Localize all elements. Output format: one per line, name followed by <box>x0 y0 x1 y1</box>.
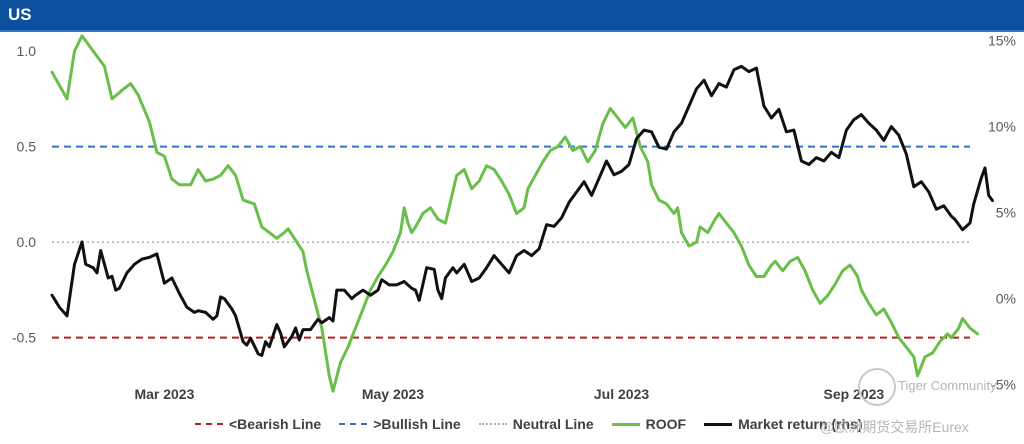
watermark-source: @欧洲期货交易所Eurex <box>820 419 969 435</box>
x-tick-label: Mar 2023 <box>134 386 194 402</box>
legend-neutral: Neutral Line <box>478 416 594 432</box>
legend-market-return: Market return (rhs) <box>704 416 863 432</box>
left-tick-label: -0.5 <box>12 330 36 346</box>
x-tick-label: Jul 2023 <box>594 386 649 402</box>
series-line-market-return <box>50 64 994 357</box>
left-tick-label: 0.5 <box>17 139 37 155</box>
left-axis-ticks: 1.0 0.5 0.0 -0.5 <box>12 43 36 346</box>
legend-roof: ROOF <box>611 416 687 432</box>
chart-header: US <box>0 0 1024 30</box>
legend-label-market-return: Market return (rhs) <box>738 416 863 432</box>
chart-title: US <box>8 5 32 24</box>
right-tick-label: 15% <box>988 33 1016 49</box>
legend-label-bearish: <Bearish Line <box>229 416 322 432</box>
series-lines <box>50 34 994 393</box>
right-axis-ticks: 15% 10% 5% 0% -5% <box>988 33 1016 393</box>
reference-lines <box>52 145 970 339</box>
legend-bearish: <Bearish Line <box>195 416 321 432</box>
right-tick-label: 5% <box>996 205 1016 221</box>
legend-label-neutral: Neutral Line <box>512 416 594 432</box>
right-tick-label: 10% <box>988 119 1016 135</box>
watermark-logo-icon <box>858 368 896 406</box>
right-tick-label: -5% <box>991 377 1016 393</box>
legend-swatch-roof <box>611 422 640 426</box>
legend-swatch-bearish <box>195 423 223 425</box>
x-tick-label: May 2023 <box>362 386 424 402</box>
legend-bullish: >Bullish Line <box>339 416 461 432</box>
legend-swatch-bullish <box>339 423 368 425</box>
series-line-roof <box>50 34 979 393</box>
watermark-community: Tiger Community <box>898 378 997 393</box>
left-tick-label: 0.0 <box>17 234 37 250</box>
legend-label-bullish: >Bullish Line <box>373 416 461 432</box>
right-tick-label: 0% <box>996 291 1016 307</box>
legend-swatch-market-return <box>704 422 733 426</box>
legend-label-roof: ROOF <box>645 416 687 432</box>
chart-legend: <Bearish Line >Bullish Line Neutral Line… <box>195 413 863 435</box>
header-rule <box>0 30 1024 32</box>
legend-swatch-neutral <box>478 423 507 425</box>
x-axis-ticks: Mar 2023 May 2023 Jul 2023 Sep 2023 <box>134 386 884 402</box>
left-tick-label: 1.0 <box>17 43 37 59</box>
